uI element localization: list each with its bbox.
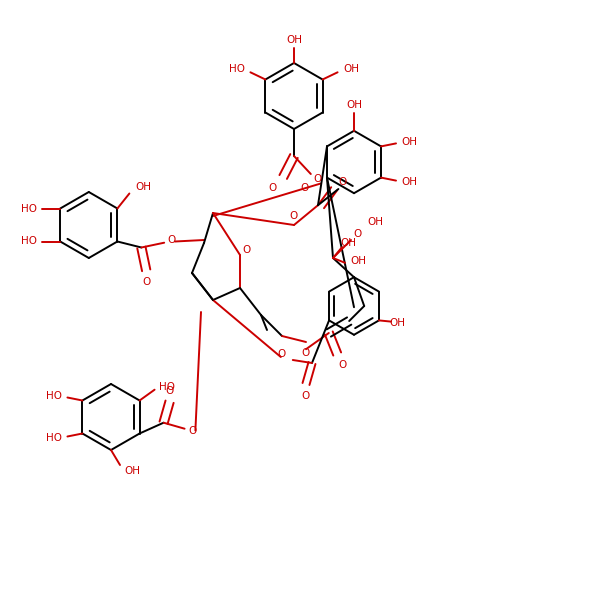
Text: HO: HO [46, 391, 62, 401]
Text: HO: HO [46, 433, 62, 443]
Text: OH: OH [135, 182, 151, 193]
Text: O: O [168, 235, 176, 245]
Text: OH: OH [340, 238, 356, 248]
Text: HO: HO [21, 236, 37, 247]
Text: OH: OH [124, 466, 140, 476]
Text: HO: HO [21, 203, 37, 214]
Text: O: O [301, 184, 309, 193]
Text: O: O [278, 349, 286, 359]
Text: O: O [290, 211, 298, 221]
Text: O: O [314, 174, 322, 184]
Text: OH: OH [402, 137, 418, 146]
Text: OH: OH [367, 217, 383, 227]
Text: O: O [142, 277, 151, 287]
Text: O: O [242, 245, 250, 255]
Text: O: O [166, 386, 174, 396]
Text: OH: OH [343, 64, 359, 74]
Text: OH: OH [402, 178, 418, 187]
Text: OH: OH [346, 100, 362, 110]
Text: HO: HO [229, 64, 245, 74]
Text: O: O [302, 348, 310, 358]
Text: OH: OH [350, 256, 366, 266]
Text: O: O [188, 426, 197, 436]
Text: OH: OH [286, 35, 302, 45]
Text: O: O [338, 360, 346, 370]
Text: OH: OH [389, 319, 405, 328]
Text: O: O [268, 183, 277, 193]
Text: O: O [353, 229, 361, 239]
Text: O: O [302, 391, 310, 401]
Text: O: O [338, 178, 346, 187]
Text: HO: HO [158, 382, 175, 392]
